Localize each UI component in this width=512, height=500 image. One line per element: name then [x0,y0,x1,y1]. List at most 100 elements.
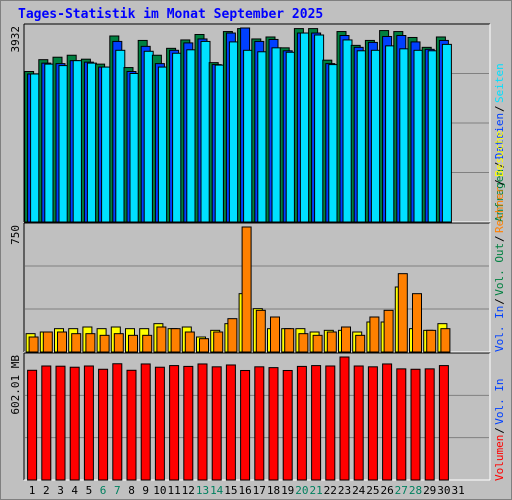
bar-rechner [341,326,351,353]
bar-volumen [325,365,336,481]
bar-rechner [355,334,366,353]
bar-seiten [58,65,69,223]
bar-volumen [197,363,208,481]
day-label: 4 [71,484,78,497]
day-label: 14 [210,484,224,497]
bar-seiten [285,51,296,223]
bar-volumen [367,366,378,481]
day-label: 30 [437,484,450,497]
bar-volumen [254,366,265,481]
bar-volumen [126,369,137,481]
legend-anfragen: Anfragen [493,169,506,222]
bar-volumen [268,367,279,481]
bar-rechner [128,334,138,353]
day-label: 6 [100,484,107,497]
day-label: 3 [57,484,64,497]
bar-rechner [440,328,451,353]
legend-vol-in: Vol. In [493,306,506,352]
day-label: 26 [380,484,393,497]
day-label: 8 [128,484,135,497]
bar-volumen [183,365,194,481]
day-label: 20 [295,484,308,497]
bar-seiten [44,63,55,223]
day-label: 11 [167,484,180,497]
day-label: 7 [114,484,121,497]
bar-rechner [199,338,209,353]
bar-rechner [156,326,167,353]
day-label: 31 [451,484,464,497]
day-label: 19 [281,484,294,497]
bar-seiten [200,40,211,223]
day-label: 13 [196,484,209,497]
legend-separator: / [493,235,506,242]
bar-rechner [227,318,238,353]
bar-seiten [143,50,154,223]
day-label: 29 [423,484,436,497]
bar-volumen [69,366,80,481]
bar-volumen [282,369,293,481]
bar-seiten [399,48,410,223]
bar-volumen [296,365,307,481]
bar-rechner [71,333,82,353]
bar-rechner [369,316,380,353]
bar-seiten [243,49,254,223]
day-label: 9 [142,484,149,497]
bar-volumen [410,368,421,481]
bar-rechner [99,334,110,353]
bar-rechner [255,309,266,353]
legend-besuche: Besuche [493,130,506,176]
bar-rechner [85,333,96,353]
bar-volumen [112,363,123,481]
legend-separator: / [493,162,506,169]
bar-seiten [342,39,353,223]
bar-seiten [370,49,381,223]
bar-rechner [312,334,323,353]
bar-seiten [427,50,438,223]
bar-volumen [27,369,38,481]
legend-vol-out: Vol. Out [493,243,506,296]
bar-seiten [356,50,367,223]
day-label: 22 [324,484,337,497]
bar-volumen [353,365,364,481]
bar-seiten [257,51,268,223]
bar-seiten [186,49,197,223]
bar-volumen [140,363,151,481]
bar-rechner [426,329,437,353]
bar-volumen [311,365,322,481]
day-label: 21 [309,484,322,497]
day-label: 12 [182,484,195,497]
bar-seiten [86,62,97,223]
y-max-label-volume: 602.01 MB [9,355,22,415]
bar-rechner [412,293,422,353]
bar-volumen [41,365,52,481]
legend-dateien: Dateien [493,113,506,159]
bar-rechner [142,334,153,353]
bar-seiten [214,64,225,223]
day-label: 16 [238,484,251,497]
bar-seiten [101,66,112,223]
bar-rechner [184,331,195,353]
bar-volumen [382,363,393,481]
day-label: 2 [43,484,50,497]
bar-rechner [213,331,224,353]
bar-volumen [211,366,222,481]
legend-seiten: Seiten [493,63,506,103]
bar-volumen [98,368,109,481]
bar-rechner [28,336,39,353]
day-label: 10 [153,484,166,497]
bar-volumen [424,368,435,481]
bar-rechner [284,328,295,353]
bar-rechner [326,331,337,353]
bar-volumen [169,365,180,481]
bar-volumen [225,364,236,481]
bar-volumen [83,365,94,481]
day-label: 25 [366,484,379,497]
legend-separator: / [493,427,506,434]
day-label: 18 [267,484,280,497]
day-label: 15 [224,484,237,497]
day-label: 17 [253,484,266,497]
legend-volumen: Volumen [493,435,506,481]
bar-rechner [170,328,181,353]
bar-seiten [299,32,310,223]
